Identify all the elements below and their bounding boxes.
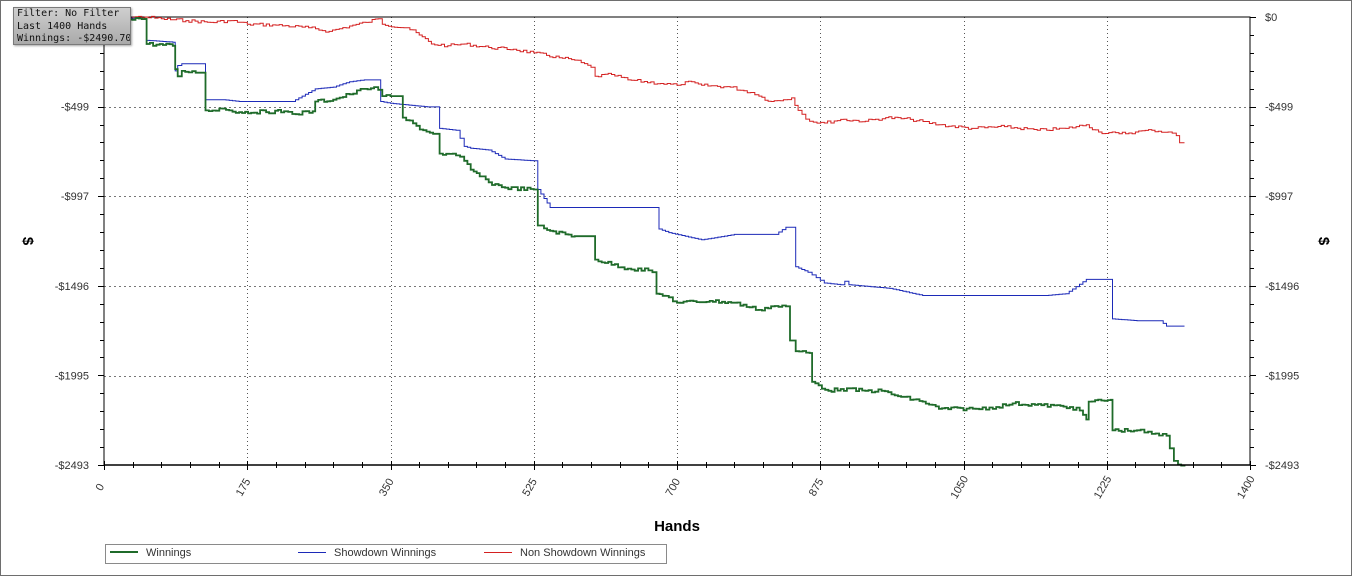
winnings-line [104,15,1186,467]
grid-lines [104,17,1250,465]
legend-item-winnings: Winnings [110,545,191,563]
filter-info-box: Filter: No Filter Last 1400 Hands Winnin… [13,7,131,45]
legend-swatch-winnings [110,551,138,554]
legend-label-showdown: Showdown Winnings [334,547,437,559]
winnings-total-label: Winnings: -$2490.70 [17,33,131,44]
x-tick-label: 700 [664,477,684,499]
legend-item-showdown-winnings: Showdown Winnings [298,545,436,563]
y-tick-label-right: -$1995 [1265,371,1299,383]
y-tick-label-left: -$2493 [55,460,89,472]
series-lines [104,15,1186,467]
y-tick-label-right: $0 [1265,12,1277,24]
y-tick-label-right: -$997 [1265,191,1293,203]
chart-legend: Winnings Showdown Winnings Non Showdown … [105,544,667,564]
legend-swatch-non-showdown [484,551,512,553]
hands-count-label: Last 1400 Hands [17,20,108,32]
legend-label-non-showdown: Non Showdown Winnings [520,547,646,559]
y-tick-label-right: -$1496 [1265,281,1299,293]
legend-label-winnings: Winnings [146,547,192,559]
x-tick-label: 1225 [1092,474,1115,501]
y-tick-label-right: -$2493 [1265,460,1299,472]
y-tick-label-right: -$499 [1265,102,1293,114]
x-tick-label: 525 [520,477,540,499]
x-tick-label: 875 [807,477,827,499]
x-tick-label: 350 [377,477,397,499]
y-tick-label-left: -$499 [61,102,89,114]
showdown-winnings-line [104,16,1185,327]
non-showdown-winnings-line [104,15,1185,144]
legend-swatch-showdown [298,551,326,553]
x-axis-title: Hands [654,518,700,535]
x-tick-label: 0 [94,482,107,493]
y-axis-title-right: $ [1315,237,1332,246]
x-tick-label: 1050 [949,474,972,501]
y-tick-label-left: -$1995 [55,371,89,383]
x-tick-label: 175 [234,477,254,499]
y-tick-label-left: -$1496 [55,281,89,293]
legend-item-non-showdown-winnings: Non Showdown Winnings [484,545,645,563]
y-tick-label-left: -$997 [61,191,89,203]
x-tick-label: 1400 [1235,474,1258,501]
y-axis-title-left: $ [19,237,36,246]
filter-label: Filter: No Filter [17,8,120,19]
